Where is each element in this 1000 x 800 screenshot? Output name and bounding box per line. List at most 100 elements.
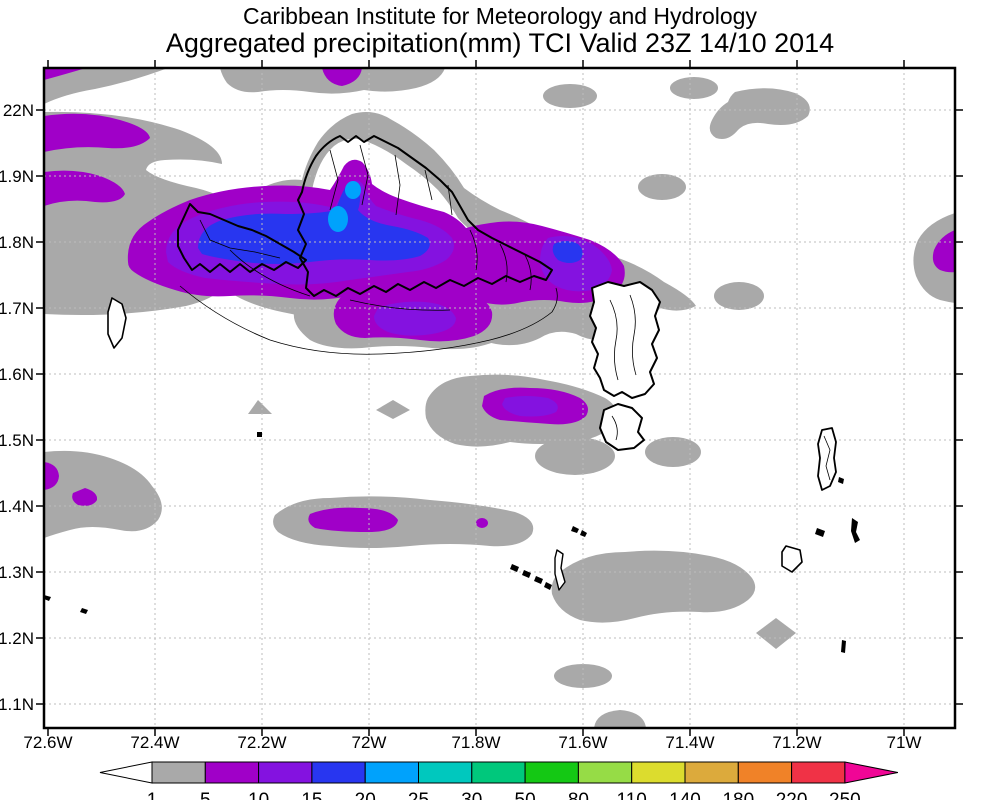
colorbar-level-label: 20 bbox=[355, 790, 376, 800]
gray-ellipse-2172n bbox=[714, 282, 764, 310]
colorbar: 1510152025305080110140180220250 bbox=[99, 761, 898, 800]
island-north-middle-caicos bbox=[297, 135, 553, 297]
blue-west-core bbox=[198, 183, 430, 264]
lat-label: 21.2N bbox=[0, 629, 34, 648]
colorbar-level-label: 80 bbox=[568, 790, 589, 800]
ambergris-cays bbox=[571, 526, 587, 537]
axis-ticks bbox=[36, 60, 963, 736]
colorbar-cell bbox=[364, 761, 420, 784]
colorbar-cell bbox=[151, 761, 206, 784]
precip-blue-regions bbox=[198, 183, 583, 264]
colorbar-cell bbox=[791, 761, 846, 784]
colorbar-level-label: 50 bbox=[515, 790, 536, 800]
colorbar-cell bbox=[524, 761, 579, 784]
gray-topleft-sliver bbox=[44, 68, 168, 104]
magenta-leftedge-spot1 bbox=[44, 462, 59, 490]
island-grand-turk bbox=[817, 427, 837, 491]
lon-label: 72.6W bbox=[23, 733, 72, 752]
lon-label: 71.4W bbox=[665, 733, 714, 752]
interior-boundaries bbox=[179, 144, 831, 481]
colorbar-cell bbox=[577, 761, 633, 784]
gray-triangle-small bbox=[248, 400, 272, 414]
colorbar-level-label: 5 bbox=[200, 790, 211, 800]
colorbar-cell bbox=[684, 761, 739, 784]
lat-label: 21.9N bbox=[0, 167, 34, 186]
island-providenciales bbox=[177, 203, 307, 273]
purple-2155n-inner bbox=[502, 396, 558, 417]
lightblue-spot2 bbox=[328, 206, 348, 232]
lon-label: 71W bbox=[887, 733, 922, 752]
magenta-streak1 bbox=[44, 113, 150, 152]
gray-top-small-blob2 bbox=[670, 77, 718, 99]
lon-label: 72.4W bbox=[130, 733, 179, 752]
colorbar-cell bbox=[204, 761, 260, 784]
magenta-top-blob bbox=[322, 68, 362, 86]
gray-bottom-big-blob bbox=[551, 550, 756, 623]
colorbar-level-label: 180 bbox=[722, 790, 754, 800]
gray-bottomleft-mass bbox=[44, 450, 162, 538]
colorbar-level-label: 30 bbox=[461, 790, 482, 800]
magenta-leftedge-spot2 bbox=[72, 488, 98, 506]
lat-label: 21.6N bbox=[0, 365, 34, 384]
magenta-2138n-core bbox=[308, 507, 398, 532]
lat-label: 21.3N bbox=[0, 563, 34, 582]
gray-topright-comma-blob bbox=[709, 88, 810, 139]
gray-ellipse-2185n bbox=[638, 174, 686, 200]
island-long-cay bbox=[554, 549, 566, 591]
colorbar-level-label: 25 bbox=[408, 790, 429, 800]
precip-lightblue-regions bbox=[328, 181, 361, 232]
lon-label: 71.8W bbox=[451, 733, 500, 752]
island-south-caicos bbox=[599, 403, 645, 451]
colorbar-level-label: 250 bbox=[829, 790, 861, 800]
french-cay bbox=[257, 432, 262, 437]
lightblue-spot1 bbox=[345, 181, 361, 199]
lon-label: 71.2W bbox=[772, 733, 821, 752]
colorbar-level-label: 220 bbox=[776, 790, 808, 800]
colorbar-cell bbox=[311, 761, 366, 784]
coastlines bbox=[107, 135, 837, 591]
colorbar-cell bbox=[418, 761, 473, 784]
colorbar-cell bbox=[737, 761, 793, 784]
gray-diamond-br bbox=[756, 618, 796, 649]
island-east-caicos bbox=[589, 281, 661, 399]
lat-axis-labels: 22N 21.9N 21.8N 21.7N 21.6N 21.5N 21.4N 21.3N 21… bbox=[0, 101, 34, 714]
blue-east-spot bbox=[552, 241, 583, 263]
gray-top-small-blob bbox=[543, 84, 597, 108]
colorbar-level-label: 110 bbox=[617, 790, 647, 800]
lat-label: 22N bbox=[3, 101, 34, 120]
island-salt-cay bbox=[781, 545, 803, 573]
gray-blob-belowsc2 bbox=[645, 437, 701, 467]
lat-label: 21.1N bbox=[0, 695, 34, 714]
magenta-rightedge-wedge bbox=[932, 230, 955, 273]
map-frame bbox=[42, 66, 957, 730]
colorbar-level-label: 10 bbox=[248, 790, 269, 800]
lon-label: 71.6W bbox=[558, 733, 607, 752]
lat-label: 21.8N bbox=[0, 233, 34, 252]
island-interior-white bbox=[312, 138, 540, 267]
colorbar-level-label: 15 bbox=[301, 790, 322, 800]
lon-label: 72W bbox=[352, 733, 387, 752]
page-title: Caribbean Institute for Meteorology and … bbox=[243, 3, 757, 29]
lat-label: 21.5N bbox=[0, 431, 34, 450]
page-subtitle: Aggregated precipitation(mm) TCI Valid 2… bbox=[166, 28, 834, 58]
colorbar-cell bbox=[631, 761, 686, 784]
precipitation-shading bbox=[44, 68, 955, 728]
colorbar-cell bbox=[471, 761, 526, 784]
lon-axis-labels: 72.6W 72.4W 72.2W 72W 71.8W 71.6W 71.4W 71.2W 71… bbox=[23, 733, 921, 752]
lat-label: 21.7N bbox=[0, 299, 34, 318]
colorbar-arrow-left bbox=[99, 761, 153, 784]
colorbar-level-label: 1 bbox=[147, 790, 158, 800]
gray-ellipse-bottom bbox=[554, 664, 612, 688]
small-cays bbox=[44, 432, 860, 653]
gray-blob-belowsc1 bbox=[535, 437, 615, 475]
gray-diamond-small bbox=[376, 400, 410, 419]
magenta-streak2 bbox=[44, 170, 125, 206]
lat-label: 21.4N bbox=[0, 497, 34, 516]
gray-bottom-edge-blob bbox=[594, 710, 646, 728]
magenta-topleft-corner bbox=[44, 68, 86, 80]
west-sand-spits bbox=[44, 595, 88, 614]
island-west-caicos bbox=[107, 297, 127, 349]
colorbar-level-label: 140 bbox=[669, 790, 701, 800]
colorbar-cell bbox=[258, 761, 313, 784]
